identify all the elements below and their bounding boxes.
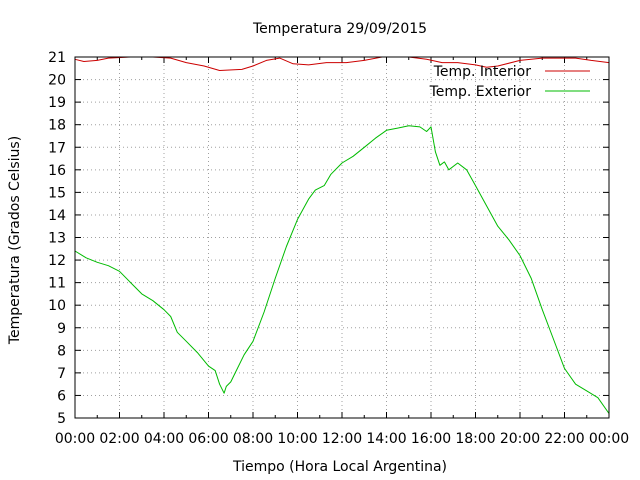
y-axis-label: Temperatura (Grados Celsius) [7,136,23,345]
y-tick-label: 7 [57,366,66,382]
y-tick-label: 8 [57,343,66,359]
y-tick-label: 9 [57,321,66,337]
y-tick-label: 19 [48,95,66,111]
x-tick-label: 02:00 [99,431,139,447]
x-tick-label: 10:00 [277,431,317,447]
y-tick-label: 16 [48,163,66,179]
chart-title: Temperatura 29/09/2015 [252,21,427,37]
series-line-exterior [74,125,610,414]
x-tick-label: 12:00 [322,431,362,447]
y-tick-label: 13 [48,231,66,247]
x-tick-label: 14:00 [366,431,406,447]
x-tick-label: 22:00 [544,431,584,447]
x-tick-label: 00:00 [55,431,95,447]
y-tick-label: 15 [48,185,66,201]
y-tick-label: 11 [48,276,66,292]
y-tick-label: 5 [57,411,66,427]
x-tick-label: 04:00 [144,431,184,447]
x-axis-label: Tiempo (Hora Local Argentina) [232,459,447,475]
legend: Temp. Interior Temp. Exterior [429,64,590,100]
y-tick-label: 20 [48,73,66,89]
legend-label: Temp. Exterior [429,84,532,100]
y-tick-label: 12 [48,253,66,269]
y-tick-label: 21 [48,50,66,66]
y-tick-label: 17 [48,140,66,156]
y-tick-label: 14 [48,208,66,224]
plot-area [74,56,610,414]
plot-frame [74,56,610,419]
x-tick-label: 08:00 [233,431,273,447]
x-tick-label: 16:00 [411,431,451,447]
y-tick-label: 18 [48,118,66,134]
x-tick-label: 20:00 [500,431,540,447]
x-tick-label: 06:00 [188,431,228,447]
x-tick-label: 18:00 [455,431,495,447]
legend-label: Temp. Interior [433,64,532,80]
x-tick-label: 00:00 [589,431,629,447]
y-tick-label: 6 [57,388,66,404]
y-tick-label: 10 [48,298,66,314]
